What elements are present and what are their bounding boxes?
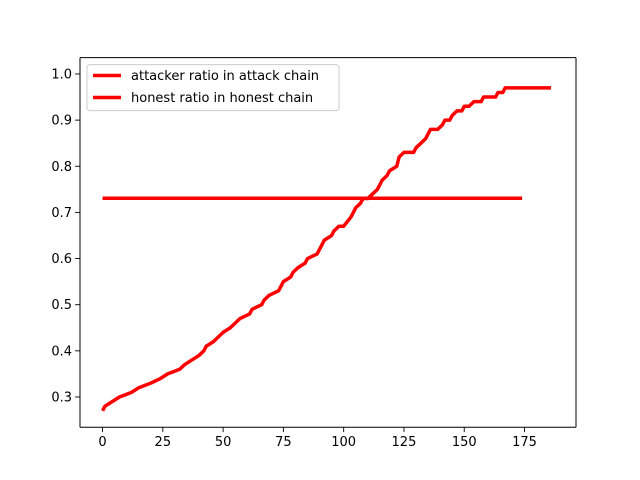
x-tick-label: 75 — [275, 435, 292, 450]
y-tick-label: 0.7 — [51, 206, 72, 221]
plot-area — [80, 57, 576, 428]
x-tick-label: 150 — [452, 435, 477, 450]
series-line-0 — [100, 86, 552, 412]
x-axis-ticks: 0 25 50 75 100 125 150 175 — [98, 427, 537, 450]
legend-box — [86, 64, 340, 112]
y-tick-label: 0.9 — [51, 114, 72, 129]
legend-label-honest-ratio: honest ratio in honest chain — [131, 91, 313, 106]
legend-label-attacker-ratio: attacker ratio in attack chain — [131, 69, 319, 84]
x-tick-label: 125 — [392, 435, 417, 450]
y-tick-label: 0.8 — [51, 160, 72, 175]
y-axis-ticks: 0.3 0.4 0.5 0.6 0.7 0.8 0.9 1.0 — [51, 67, 80, 405]
x-tick-label: 50 — [215, 435, 232, 450]
y-tick-label: 0.4 — [51, 344, 72, 359]
y-tick-label: 0.3 — [51, 390, 72, 405]
x-tick-label: 25 — [155, 435, 172, 450]
y-tick-label: 1.0 — [51, 67, 72, 82]
x-tick-label: 0 — [98, 435, 106, 450]
series-layer — [100, 86, 552, 412]
x-tick-label: 100 — [331, 435, 356, 450]
x-tick-label: 175 — [512, 435, 537, 450]
legend: attacker ratio in attack chain honest ra… — [86, 64, 340, 112]
y-tick-label: 0.5 — [51, 298, 72, 313]
y-tick-label: 0.6 — [51, 252, 72, 267]
